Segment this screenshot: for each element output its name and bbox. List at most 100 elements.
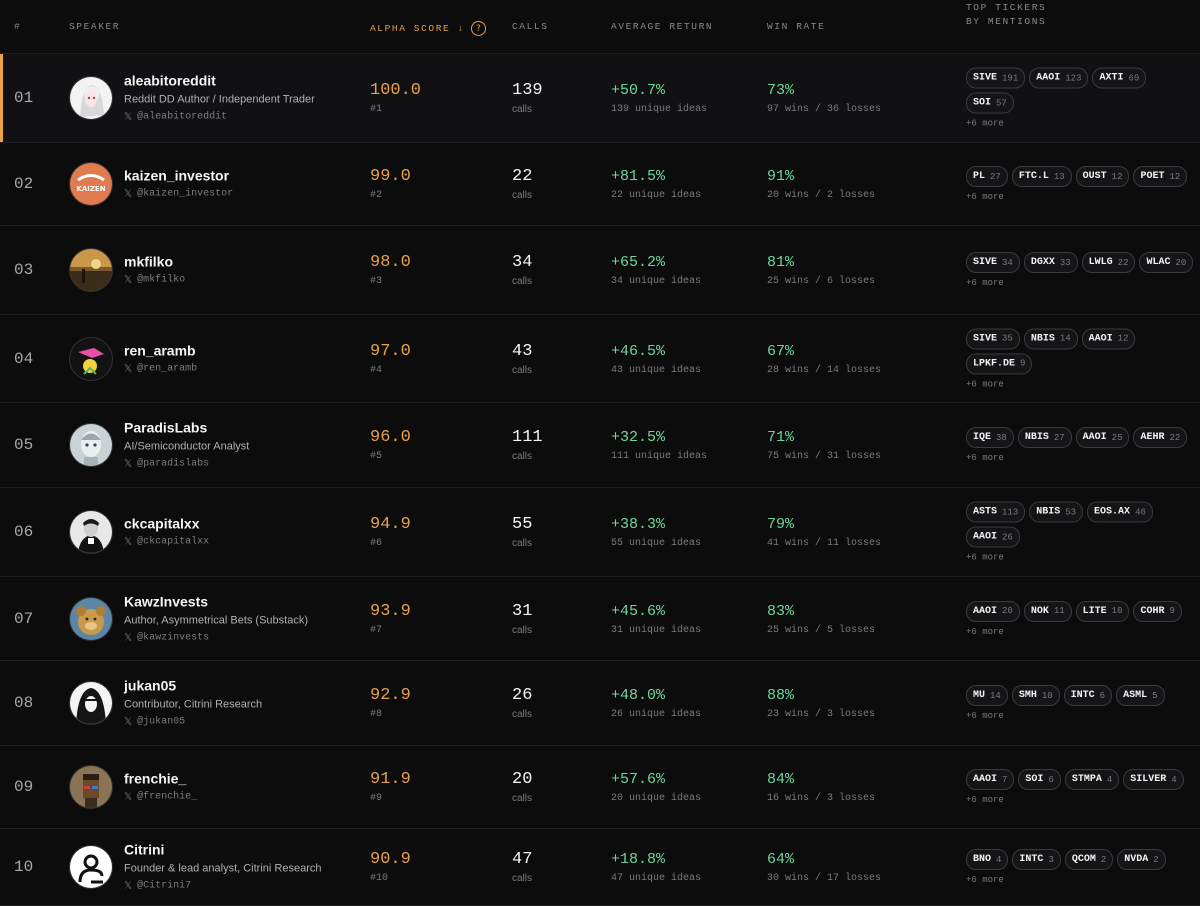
header-alpha-score[interactable]: ALPHA SCORE ↓ ? xyxy=(370,21,486,36)
speaker-name[interactable]: ckcapitalxx xyxy=(124,515,200,532)
more-tickers-link[interactable]: +6 more xyxy=(966,453,1004,463)
speaker-handle[interactable]: 𝕏 @ckcapitalxx xyxy=(124,536,209,550)
ticker-chip[interactable]: NBIS 14 xyxy=(1023,328,1078,349)
ticker-chip[interactable]: PL 27 xyxy=(966,166,1008,187)
ticker-chip[interactable]: FTC.L 13 xyxy=(1011,166,1072,187)
table-row[interactable]: 03 mkfilko 𝕏 @mkfilko 98.0 #3 34 calls +65.2% 34 … xyxy=(0,226,1200,315)
ticker-chip[interactable]: SOI 57 xyxy=(966,92,1014,114)
speaker-name[interactable]: mkfilko xyxy=(124,253,174,270)
ticker-chip[interactable]: AAOI 7 xyxy=(966,769,1015,790)
more-tickers-link[interactable]: +6 more xyxy=(966,379,1004,389)
ticker-chip[interactable]: NBIS 27 xyxy=(1017,427,1072,448)
ticker-chip[interactable]: SOI 6 xyxy=(1018,769,1061,790)
ticker-chip[interactable]: INTC 3 xyxy=(1012,849,1061,870)
speaker-name[interactable]: kaizen_investor xyxy=(124,167,230,184)
ticker-chip[interactable]: BNO 4 xyxy=(966,849,1009,870)
more-tickers-link[interactable]: +6 more xyxy=(966,278,1004,288)
avatar[interactable] xyxy=(69,845,113,889)
speaker-handle[interactable]: 𝕏 @frenchie_ xyxy=(124,791,197,805)
ticker-chip[interactable]: SIVE 35 xyxy=(966,328,1020,349)
speaker-name[interactable]: ren_aramb xyxy=(124,342,196,358)
ticker-chip[interactable]: SIVE 34 xyxy=(966,252,1020,273)
header-win-rate[interactable]: WIN RATE xyxy=(767,21,826,32)
avatar[interactable] xyxy=(69,76,113,120)
more-tickers-link[interactable]: +6 more xyxy=(966,192,1004,202)
more-tickers-link[interactable]: +6 more xyxy=(966,795,1004,805)
average-return-cell: +57.6% 20 unique ideas xyxy=(611,770,701,804)
table-row[interactable]: 09 frenchie_ 𝕏 @frenchie_ 91.9 #9 20 calls +57.6… xyxy=(0,746,1200,829)
table-row[interactable]: 07 KawzInvests Author, Asymmetrical Bets (… xyxy=(0,577,1200,661)
avatar[interactable] xyxy=(69,423,113,467)
speaker-handle[interactable]: 𝕏 @aleabitoreddit xyxy=(124,111,315,125)
ticker-mentions: 34 xyxy=(1002,257,1013,268)
table-row[interactable]: 10 Citrini Founder & lead analyst, Citrini… xyxy=(0,829,1200,906)
ticker-chip[interactable]: IQE 38 xyxy=(966,427,1014,448)
table-row[interactable]: 04 ren_aramb 𝕏 @ren_aramb 97.0 #4 43 calls +46.5… xyxy=(0,315,1200,403)
ticker-chip[interactable]: ASML 5 xyxy=(1116,685,1165,706)
ticker-chip[interactable]: AAOI 123 xyxy=(1029,67,1089,89)
ticker-chip[interactable]: LWLG 22 xyxy=(1081,252,1136,273)
ticker-chip[interactable]: LITE 10 xyxy=(1075,600,1130,622)
speaker-handle[interactable]: 𝕏 @kaizen_investor xyxy=(124,188,233,202)
ticker-chip[interactable]: SMH 10 xyxy=(1011,685,1060,706)
ticker-chip[interactable]: COHR 9 xyxy=(1133,600,1182,622)
avatar[interactable] xyxy=(69,765,113,809)
more-tickers-link[interactable]: +6 more xyxy=(966,875,1004,885)
ticker-chip[interactable]: NVDA 2 xyxy=(1117,849,1166,870)
ticker-chip[interactable]: INTC 6 xyxy=(1063,685,1113,706)
avatar[interactable] xyxy=(69,681,113,725)
ticker-chip[interactable]: AAOI 25 xyxy=(1075,427,1130,448)
ticker-chip[interactable]: AXTI 69 xyxy=(1092,67,1147,89)
ticker-chip[interactable]: DGXX 33 xyxy=(1023,252,1078,273)
speaker-handle[interactable]: 𝕏 @ren_aramb xyxy=(124,362,197,376)
speaker-handle[interactable]: 𝕏 @kawzinvests xyxy=(124,631,308,645)
ticker-chip[interactable]: EOS.AX 46 xyxy=(1087,501,1153,523)
ticker-chip[interactable]: AAOI 12 xyxy=(1081,328,1136,349)
ticker-chip[interactable]: AEHR 22 xyxy=(1133,427,1188,448)
table-row[interactable]: 05 ParadisLabs AI/Semiconductor Analyst 𝕏 @p… xyxy=(0,403,1200,488)
more-tickers-link[interactable]: +6 more xyxy=(966,711,1004,721)
speaker-name[interactable]: ParadisLabs xyxy=(124,419,208,436)
speaker-handle[interactable]: 𝕏 @jukan05 xyxy=(124,716,262,730)
more-tickers-link[interactable]: +6 more xyxy=(966,626,1004,637)
header-calls[interactable]: CALLS xyxy=(512,21,549,32)
ticker-chip[interactable]: NBIS 53 xyxy=(1029,501,1084,523)
avatar[interactable] xyxy=(69,336,113,381)
table-row[interactable]: 06 ckcapitalxx 𝕏 @ckcapitalxx 94.9 #6 55 calls +… xyxy=(0,488,1200,577)
ticker-chip[interactable]: MU 14 xyxy=(966,685,1008,706)
speaker-name[interactable]: Citrini xyxy=(124,841,165,858)
speaker-handle[interactable]: 𝕏 @Citrini7 xyxy=(124,880,321,894)
ticker-chip[interactable]: SILVER 4 xyxy=(1123,769,1184,790)
ticker-chip[interactable]: ASTS 113 xyxy=(966,501,1026,523)
more-tickers-link[interactable]: +6 more xyxy=(966,118,1004,129)
avatar[interactable] xyxy=(69,596,113,641)
speaker-name[interactable]: KawzInvests xyxy=(124,593,209,609)
ticker-chip[interactable]: LPKF.DE 9 xyxy=(966,353,1033,374)
ticker-chip[interactable]: SIVE 191 xyxy=(966,67,1026,89)
header-speaker[interactable]: SPEAKER xyxy=(69,21,121,32)
ticker-chip[interactable]: OUST 12 xyxy=(1075,166,1130,187)
table-row[interactable]: 02 KAIZEN kaizen_investor 𝕏 @kaizen_investor… xyxy=(0,143,1200,226)
header-alpha-score-label[interactable]: ALPHA SCORE ↓ xyxy=(370,23,465,34)
table-row[interactable]: 01 aleabitoreddit Reddit DD Author / Indep… xyxy=(0,54,1200,143)
table-row[interactable]: 08 jukan05 Contributor, Citrini Research 𝕏 @… xyxy=(0,661,1200,746)
ticker-chip[interactable]: QCOM 2 xyxy=(1064,849,1114,870)
speaker-name[interactable]: aleabitoreddit xyxy=(124,72,216,89)
wins-losses: 20 wins / 2 losses xyxy=(767,190,876,201)
more-tickers-link[interactable]: +6 more xyxy=(966,552,1004,563)
speaker-handle[interactable]: 𝕏 @paradislabs xyxy=(124,458,249,472)
ticker-chip[interactable]: WLAC 20 xyxy=(1139,252,1194,273)
speaker-handle[interactable]: 𝕏 @mkfilko xyxy=(124,274,185,288)
avatar[interactable] xyxy=(69,510,113,554)
ticker-chip[interactable]: STMPA 4 xyxy=(1064,769,1120,790)
ticker-chip[interactable]: AAOI 20 xyxy=(966,600,1020,622)
ticker-chip[interactable]: AAOI 26 xyxy=(966,526,1020,548)
help-icon[interactable]: ? xyxy=(470,21,486,36)
ticker-chip[interactable]: POET 12 xyxy=(1133,166,1188,187)
avatar[interactable] xyxy=(69,248,113,292)
speaker-name[interactable]: jukan05 xyxy=(124,677,177,694)
avatar[interactable]: KAIZEN xyxy=(69,162,113,206)
header-average-return[interactable]: AVERAGE RETURN xyxy=(611,21,714,32)
speaker-name[interactable]: frenchie_ xyxy=(124,770,187,787)
ticker-chip[interactable]: NOK 11 xyxy=(1023,600,1072,622)
